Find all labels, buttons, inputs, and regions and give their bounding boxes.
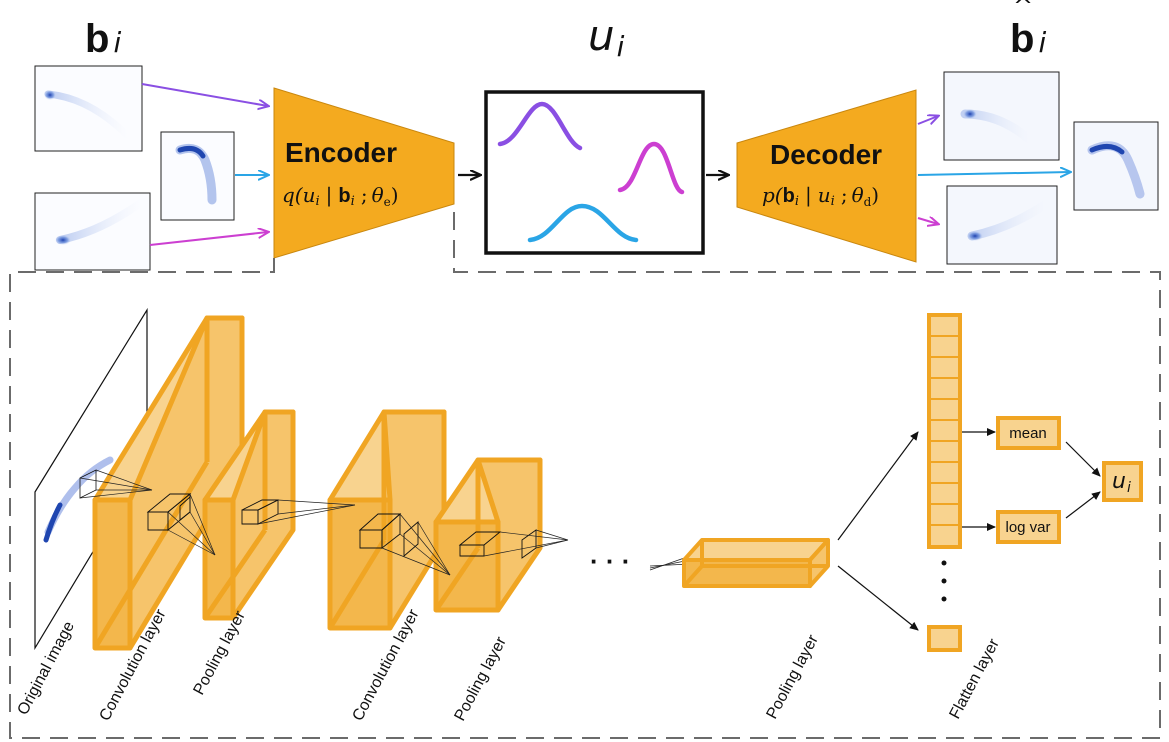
b-hat-symbol: ^ (1013, 0, 1033, 20)
arrow-logvar-to-ui (1065, 491, 1101, 519)
layers-ellipsis: · · · (590, 546, 630, 576)
encoder-block: Encoder q(ui | bi; θe) (273, 87, 455, 259)
latent-curve-magenta (617, 141, 685, 195)
output-image-2 (1073, 121, 1159, 211)
logvar-label: log var (1005, 519, 1050, 536)
mean-box: mean (996, 416, 1061, 450)
latent-curve-blue (527, 203, 639, 243)
arrow-purple-out (917, 116, 938, 124)
ui-output-box: ui (1102, 461, 1143, 502)
ui-output-label: ui (1112, 469, 1131, 496)
u-i-symbol: ui (588, 11, 625, 63)
latent-space-box (484, 90, 705, 255)
arrow-magenta-out (917, 218, 938, 224)
mean-label: mean (1009, 425, 1047, 442)
output-image-1 (943, 71, 1060, 161)
encoder-title: Encoder (285, 137, 397, 168)
arrow-blue-out (917, 172, 1070, 175)
latent-curve-purple (497, 101, 583, 151)
input-image-1 (34, 65, 143, 152)
decoder-title: Decoder (770, 139, 882, 170)
conv-layer-2 (327, 409, 447, 631)
detail-frame (9, 204, 1161, 739)
input-image-3 (34, 192, 151, 271)
encoder-formula: q(ui | bi; θe) (282, 183, 399, 209)
label-pool-layer-2: Pooling layer (452, 634, 511, 724)
arrow-mean-to-ui (1065, 441, 1101, 477)
label-original-image: Original image (15, 619, 78, 718)
original-image-plane (34, 307, 148, 651)
pool-layer-3 (682, 538, 830, 588)
logvar-box: log var (996, 510, 1061, 544)
decoder-block: Decoder p(bi | ui; θd) (736, 89, 917, 263)
conv-layer-1 (92, 315, 245, 651)
pool-layer-2 (433, 457, 543, 613)
receptive-field-lines (79, 469, 691, 576)
input-image-2 (160, 131, 235, 221)
label-pool-layer-3: Pooling layer (764, 632, 823, 722)
pool-layer-1 (202, 409, 296, 621)
arrow-purple-in (141, 83, 268, 106)
flatten-layer (927, 313, 962, 652)
label-pool-layer-1: Pooling layer (191, 608, 250, 698)
decoder-formula: p(bi | ui; θd) (762, 183, 879, 209)
arrow-magenta-in (149, 232, 268, 246)
arrow-to-flatten-top (837, 431, 919, 541)
arrow-to-flatten-bottom (837, 565, 919, 631)
output-image-3 (946, 185, 1058, 265)
